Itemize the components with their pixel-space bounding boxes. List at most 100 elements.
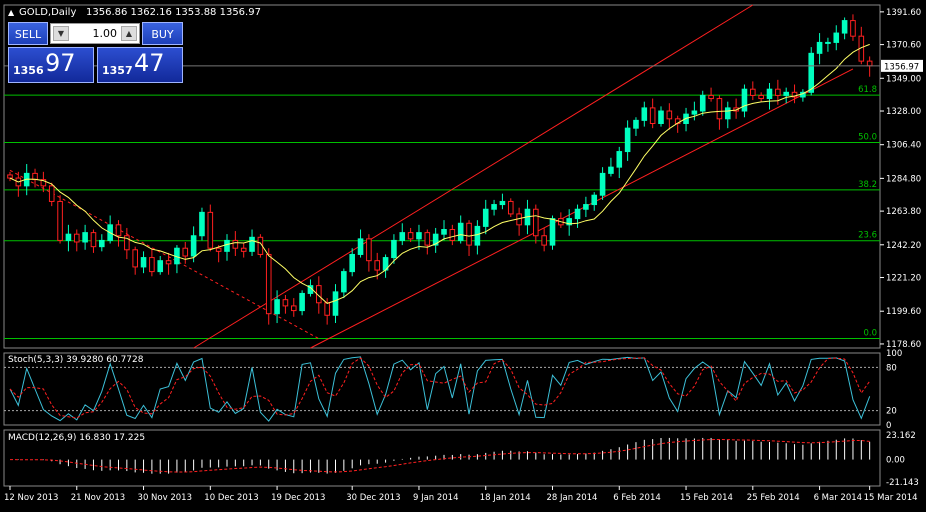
candle-body [374, 260, 381, 271]
price-tick-label: 1263.80 [886, 207, 921, 217]
candle-body [115, 224, 122, 237]
candle-body [750, 88, 756, 96]
candle-body [825, 41, 831, 44]
candle-body [491, 204, 497, 210]
price-tick-label: 1178.60 [886, 340, 921, 350]
candle-body [666, 110, 673, 120]
price-tick-label: 1199.60 [886, 307, 921, 317]
candle-body [499, 200, 506, 206]
candle-body [190, 235, 197, 257]
candle-body [608, 166, 614, 174]
time-tick-label: 30 Dec 2013 [346, 493, 400, 503]
candle-body [399, 232, 406, 241]
candle-body [791, 91, 798, 98]
decrease-arrow-icon[interactable]: ▼ [53, 26, 69, 41]
candle-body [533, 208, 539, 237]
candle-body [90, 232, 97, 248]
candle-body [249, 236, 255, 252]
candle-body [57, 200, 63, 241]
fibonacci-level-label: 50.0 [858, 133, 877, 143]
candle-body [149, 257, 155, 273]
time-tick-label: 30 Nov 2013 [138, 493, 192, 503]
candle-body [724, 107, 731, 120]
candle-body [649, 107, 656, 124]
time-tick-label: 12 Nov 2013 [4, 493, 58, 503]
time-tick-label: 19 Dec 2013 [271, 493, 325, 503]
candle-body [299, 292, 305, 312]
downtrend-line [9, 169, 320, 340]
increase-arrow-icon[interactable]: ▲ [121, 26, 137, 41]
candle-body [841, 20, 848, 34]
buy-button[interactable]: BUY [142, 22, 183, 45]
lot-size-input[interactable]: 1.00 [92, 27, 118, 40]
sell-button[interactable]: SELL [8, 22, 48, 45]
macd-layer [9, 437, 871, 474]
candle-body [716, 98, 723, 120]
current-price-label: 1356.97 [884, 62, 919, 72]
price-tick-label: 1328.00 [886, 107, 921, 117]
buy-price-box[interactable]: 1357 47 [97, 47, 183, 83]
candle-body [82, 232, 88, 243]
time-tick-label: 15 Feb 2014 [680, 493, 733, 503]
candle-body [207, 211, 214, 249]
candle-body [416, 232, 422, 240]
stoch-tick-label: 100 [886, 349, 902, 359]
candle-body [199, 211, 205, 237]
stoch-panel-frame [3, 352, 881, 426]
chart-title: GOLD,Daily [19, 7, 76, 18]
stoch-label: Stoch(5,3,3) 39.9280 60.7728 [8, 355, 144, 365]
candle-body [775, 88, 781, 96]
candle-body [441, 229, 447, 235]
time-tick-label: 9 Jan 2014 [413, 493, 459, 503]
candle-body [157, 260, 164, 273]
candle-body [274, 299, 280, 315]
candle-body [541, 235, 547, 246]
stoch-tick-label: 20 [886, 407, 897, 417]
candle-body [290, 305, 297, 312]
candle-body [215, 247, 222, 252]
moving-average-layer [9, 43, 870, 304]
candle-body [48, 185, 55, 202]
time-tick-label: 21 Nov 2013 [71, 493, 125, 503]
time-tick-label: 6 Feb 2014 [613, 493, 661, 503]
candle-body [224, 239, 230, 252]
candle-body [633, 119, 639, 129]
one-click-trade-panel: SELL ▼ 1.00 ▲ BUY 1356 97 1357 47 [8, 22, 183, 84]
candle-body [624, 127, 631, 153]
candle-body [366, 238, 372, 262]
candle-body [566, 218, 572, 226]
candle-body [7, 174, 13, 179]
candle-body [658, 110, 664, 124]
buy-price-prefix: 1357 [102, 64, 133, 77]
sell-price-box[interactable]: 1356 97 [8, 47, 94, 83]
stoch-tick-label: 0 [886, 421, 891, 431]
candle-body [616, 151, 623, 168]
stoch-main-line [9, 356, 871, 422]
lot-size-stepper[interactable]: ▼ 1.00 ▲ [50, 23, 140, 44]
axis-layer: 1391.60 1370.60 1349.00 1328.00 1306.40 1284.… [4, 8, 923, 503]
candle-body [808, 52, 815, 93]
candle-body [691, 110, 698, 115]
candle-body [574, 208, 581, 220]
moving-average-line [9, 43, 870, 304]
fibonacci-level-label: 61.8 [858, 85, 877, 95]
candle-body [182, 247, 189, 257]
price-tick-label: 1370.60 [886, 41, 921, 51]
candle-body [758, 94, 764, 100]
candle-body [583, 204, 589, 210]
candle-body [357, 238, 364, 255]
candle-body [391, 239, 397, 259]
price-tick-label: 1306.40 [886, 141, 921, 151]
main-panel-frame [3, 4, 881, 349]
candle-body [265, 253, 272, 315]
candle-body [73, 233, 80, 243]
candle-body [140, 257, 147, 268]
macd-label: MACD(12,26,9) 16.830 17.225 [8, 433, 145, 443]
buy-price-pips: 47 [134, 49, 165, 77]
macd-tick-label: 0.00 [886, 456, 905, 466]
stochastic-layer [4, 356, 880, 422]
menu-triangle-icon[interactable]: ▲ [8, 8, 15, 17]
price-tick-label: 1242.20 [886, 241, 921, 251]
